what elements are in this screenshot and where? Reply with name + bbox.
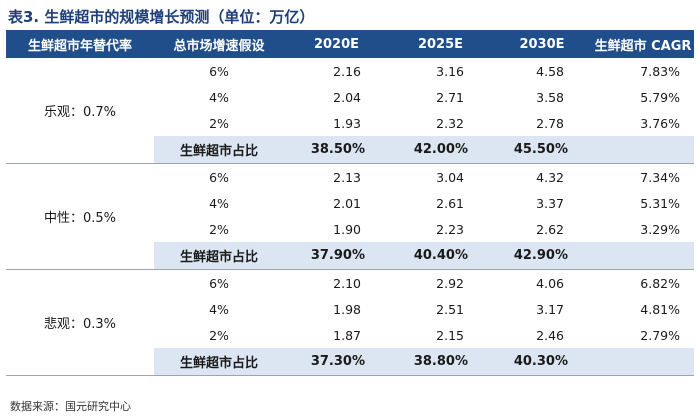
value-2030-cell: 4.58 [536,63,564,79]
value-2025-cell: 3.16 [436,63,464,79]
value-2020-cell: 1.87 [333,327,361,343]
cagr-cell: 7.83% [640,63,680,79]
value-2020-cell: 1.98 [333,301,361,317]
value-2025-cell: 2.92 [436,275,464,291]
growth-cell: 6% [209,63,229,79]
share-2025-cell: 40.40% [389,242,492,270]
share-2025-cell: 38.80% [389,348,492,376]
cagr-cell: 2.79% [640,327,680,343]
forecast-table: 生鲜超市年替代率 总市场增速假设 2020E 2025E 2030E 生鲜超市 … [6,30,694,376]
cagr-cell: 7.34% [640,169,680,185]
growth-cell: 6% [209,169,229,185]
cagr-cell: 5.79% [640,89,680,105]
header-2030e: 2030E [492,30,592,58]
table-row: 4% 2.01 2.61 3.37 5.31% [6,190,694,216]
scenario-label: 乐观：0.7% [6,58,154,164]
growth-cell: 2% [209,327,229,343]
table-row: 2% 1.93 2.32 2.78 3.76% [6,110,694,136]
share-empty-cell [592,348,694,376]
growth-cell: 6% [209,275,229,291]
data-source-note: 数据来源：国元研究中心 [10,400,131,413]
value-2030-cell: 3.37 [536,195,564,211]
cagr-cell: 5.31% [640,195,680,211]
share-empty-cell [592,242,694,270]
growth-cell: 4% [209,195,229,211]
scenario-label: 中性：0.5% [6,163,154,270]
table-row: 2% 1.87 2.15 2.46 2.79% [6,322,694,348]
value-2030-cell: 2.46 [536,327,564,343]
share-2030-cell: 40.30% [492,348,592,376]
share-empty-cell [592,136,694,164]
value-2030-cell: 4.32 [536,169,564,185]
value-2025-cell: 3.04 [436,169,464,185]
value-2030-cell: 2.78 [536,115,564,131]
scenario-label: 悲观：0.3% [6,269,154,376]
header-2025e: 2025E [389,30,492,58]
table-row: 悲观：0.3% 6% 2.10 2.92 4.06 6.82% [6,269,694,376]
share-row: 生鲜超市占比 37.30% 38.80% 40.30% [6,348,694,376]
cagr-cell: 4.81% [640,301,680,317]
share-2030-cell: 45.50% [492,136,592,164]
header-cagr: 生鲜超市 CAGR [592,30,694,58]
table-row: 乐观：0.7% 6% 2.16 3.16 4.58 7.83% [6,58,694,164]
value-2020-cell: 2.16 [333,63,361,79]
table-row: 2% 1.90 2.23 2.62 3.29% [6,216,694,242]
header-2020e: 2020E [284,30,389,58]
value-2020-cell: 2.13 [333,169,361,185]
value-2030-cell: 2.62 [536,221,564,237]
value-2025-cell: 2.61 [436,195,464,211]
value-2030-cell: 3.17 [536,301,564,317]
share-2020-cell: 38.50% [284,136,389,164]
value-2020-cell: 1.90 [333,221,361,237]
value-2020-cell: 1.93 [333,115,361,131]
growth-cell: 4% [209,89,229,105]
value-2030-cell: 4.06 [536,275,564,291]
share-2025-cell: 42.00% [389,136,492,164]
growth-cell: 2% [209,115,229,131]
share-label: 生鲜超市占比 [154,348,284,376]
table-row: 中性：0.5% 6% 2.13 3.04 4.32 7.34% [6,163,694,270]
value-2025-cell: 2.23 [436,221,464,237]
value-2025-cell: 2.32 [436,115,464,131]
header-replacement-rate: 生鲜超市年替代率 [6,30,154,58]
table-title: 表3. 生鲜超市的规模增长预测（单位：万亿） [8,8,315,26]
share-2020-cell: 37.90% [284,242,389,270]
cagr-cell: 3.29% [640,221,680,237]
share-label: 生鲜超市占比 [154,136,284,164]
value-2025-cell: 2.15 [436,327,464,343]
growth-cell: 4% [209,301,229,317]
share-row: 生鲜超市占比 37.90% 40.40% 42.90% [6,242,694,270]
cagr-cell: 6.82% [640,275,680,291]
growth-cell: 2% [209,221,229,237]
cagr-cell: 3.76% [640,115,680,131]
share-2020-cell: 37.30% [284,348,389,376]
table-row: 4% 2.04 2.71 3.58 5.79% [6,84,694,110]
value-2020-cell: 2.01 [333,195,361,211]
header-row: 生鲜超市年替代率 总市场增速假设 2020E 2025E 2030E 生鲜超市 … [6,30,694,58]
table-row: 4% 1.98 2.51 3.17 4.81% [6,296,694,322]
share-row: 生鲜超市占比 38.50% 42.00% 45.50% [6,136,694,164]
value-2020-cell: 2.04 [333,89,361,105]
share-label: 生鲜超市占比 [154,242,284,270]
value-2020-cell: 2.10 [333,275,361,291]
header-growth-assumption: 总市场增速假设 [154,30,284,58]
value-2025-cell: 2.71 [436,89,464,105]
share-2030-cell: 42.90% [492,242,592,270]
value-2025-cell: 2.51 [436,301,464,317]
value-2030-cell: 3.58 [536,89,564,105]
